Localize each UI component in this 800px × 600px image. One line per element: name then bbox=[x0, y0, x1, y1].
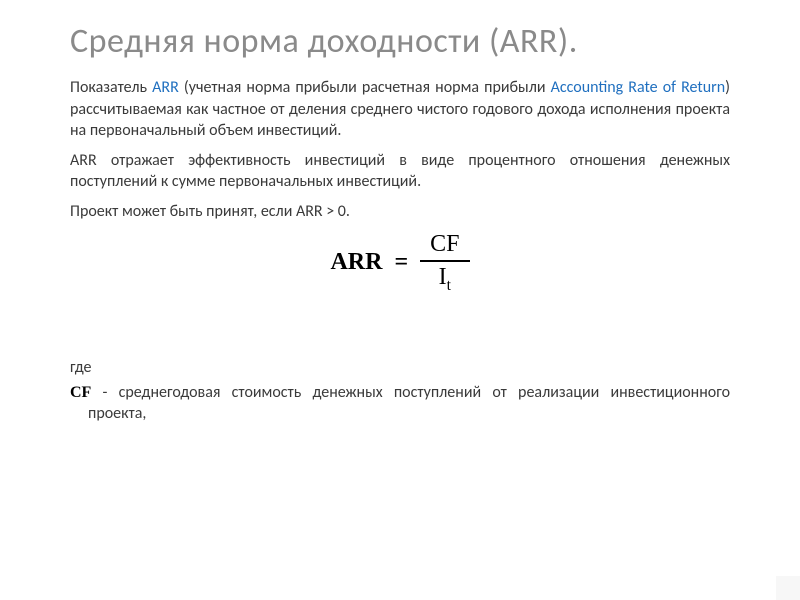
formula-lhs: ARR bbox=[330, 249, 382, 276]
formula-denominator: It bbox=[420, 260, 469, 295]
symbol-definition: CF - среднегодовая стоимость денежных по… bbox=[70, 383, 730, 425]
paragraph-definition: Показатель ARR (учетная норма прибыли ра… bbox=[70, 77, 730, 142]
paragraph-meaning: ARR отражает эффективность инвестиций в … bbox=[70, 150, 730, 193]
formula-numerator: CF bbox=[420, 231, 469, 260]
slide-title: Средняя норма доходности (ARR). bbox=[70, 22, 730, 61]
page-corner-icon bbox=[776, 576, 800, 600]
where-label: где bbox=[70, 358, 730, 377]
symbol-cf: CF bbox=[70, 384, 91, 401]
paragraph-criterion: Проект может быть принят, если ARR > 0. bbox=[70, 201, 730, 223]
denominator-base: I bbox=[439, 264, 447, 290]
formula-fraction: CF It bbox=[420, 231, 469, 295]
term-arr: ARR bbox=[152, 78, 179, 97]
term-arr-english: Accounting Rate of Return bbox=[551, 78, 726, 97]
equals-sign: = bbox=[394, 249, 408, 276]
symbol-explanation: - среднегодовая стоимость денежных посту… bbox=[88, 383, 730, 423]
slide: Средняя норма доходности (ARR). Показате… bbox=[0, 0, 800, 600]
denominator-subscript: t bbox=[447, 276, 451, 293]
formula-arr: ARR = CF It bbox=[70, 231, 730, 295]
text-fragment: (учетная норма прибыли расчетная норма п… bbox=[179, 78, 551, 97]
text-fragment: Показатель bbox=[70, 78, 152, 97]
